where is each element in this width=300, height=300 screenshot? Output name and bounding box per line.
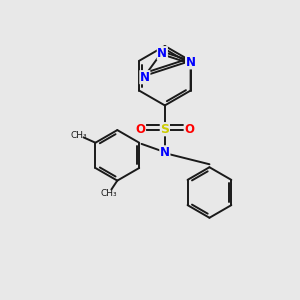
Text: O: O <box>136 123 146 136</box>
Text: CH₃: CH₃ <box>100 190 117 199</box>
Text: CH₃: CH₃ <box>71 131 87 140</box>
Text: S: S <box>160 123 169 136</box>
Text: N: N <box>140 71 150 84</box>
Text: N: N <box>157 46 167 60</box>
Text: N: N <box>186 56 196 69</box>
Text: O: O <box>184 123 194 136</box>
Text: N: N <box>160 146 170 159</box>
